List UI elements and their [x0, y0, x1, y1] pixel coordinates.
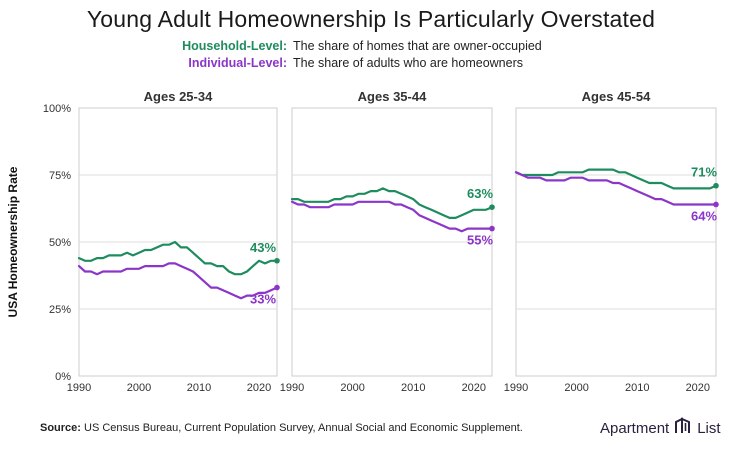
- x-tick-label: 2020: [247, 382, 271, 394]
- y-tick-label: 75%: [49, 170, 71, 182]
- x-tick-label: 1990: [67, 382, 91, 394]
- x-tick-label: 1990: [504, 382, 528, 394]
- y-tick-label: 50%: [49, 237, 71, 249]
- panel-title-1: Ages 25-34: [144, 89, 213, 104]
- x-tick-label: 2020: [462, 382, 486, 394]
- chart-title: Young Adult Homeownership Is Particularl…: [86, 6, 656, 32]
- series-line-individual-3: [514, 171, 718, 206]
- x-tick-label: 2010: [187, 382, 211, 394]
- series-line-individual-2: [290, 200, 494, 233]
- legend-desc-individual: The share of adults who are homeowners: [293, 56, 523, 70]
- x-tick-label: 2000: [340, 382, 364, 394]
- series-endpoint-individual-3: [713, 201, 719, 208]
- end-label-household-3: 71%: [691, 165, 717, 180]
- panel-title-2: Ages 35-44: [358, 89, 427, 104]
- source-label: Source:: [40, 422, 81, 434]
- end-label-individual-1: 33%: [250, 292, 276, 307]
- end-label-individual-2: 55%: [467, 233, 493, 248]
- series-line-household-1: [77, 240, 279, 276]
- x-tick-label: 2010: [625, 382, 649, 394]
- x-tick-label: 1990: [280, 382, 304, 394]
- legend-key-household: Household-Level:: [182, 39, 287, 53]
- series-endpoint-household-1: [274, 257, 280, 264]
- series-line-individual-1: [77, 262, 279, 300]
- series-endpoint-individual-2: [489, 225, 495, 232]
- x-tick-label: 2000: [127, 382, 151, 394]
- end-label-individual-3: 64%: [691, 208, 717, 223]
- y-tick-label: 0%: [55, 371, 71, 383]
- brand-name-right: List: [697, 419, 721, 437]
- y-tick-label: 25%: [49, 304, 71, 316]
- legend-key-individual: Individual-Level:: [188, 56, 287, 70]
- legend-desc-household: The share of homes that are owner-occupi…: [293, 39, 542, 53]
- brand-logo: Apartment List: [600, 416, 721, 440]
- source-text: US Census Bureau, Current Population Sur…: [84, 422, 523, 434]
- x-tick-label: 2000: [564, 382, 588, 394]
- end-label-household-1: 43%: [250, 240, 276, 255]
- series-endpoint-household-3: [713, 182, 719, 189]
- apartment-list-logo-icon: [673, 416, 693, 440]
- source-note: Source: US Census Bureau, Current Popula…: [40, 422, 523, 434]
- end-label-household-2: 63%: [467, 186, 493, 201]
- y-tick-label: 100%: [43, 103, 71, 115]
- brand-name-left: Apartment: [600, 419, 670, 437]
- x-tick-label: 2020: [686, 382, 710, 394]
- series-endpoint-individual-1: [274, 284, 280, 291]
- series-line-household-2: [290, 187, 494, 219]
- series-endpoint-household-2: [489, 204, 495, 210]
- x-tick-label: 2010: [401, 382, 425, 394]
- panel-title-3: Ages 45-54: [582, 89, 651, 104]
- series-line-household-3: [514, 168, 718, 190]
